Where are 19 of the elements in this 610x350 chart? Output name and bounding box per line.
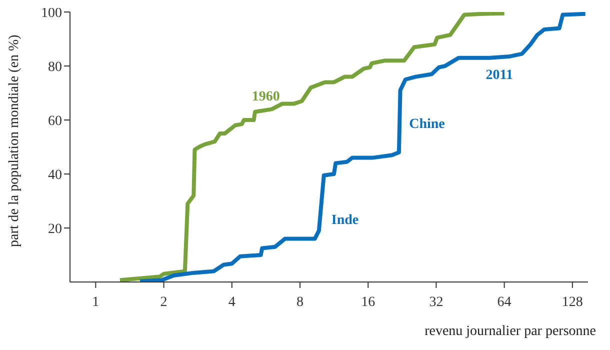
y-axis-title: part de la population mondiale (en %)	[6, 34, 22, 247]
x-tick-label: 64	[497, 294, 512, 310]
y-tick-label: 80	[48, 60, 62, 75]
annotation: Inde	[331, 213, 359, 229]
annotation: Chine	[409, 117, 445, 133]
x-tick-label: 2	[160, 294, 168, 310]
x-axis-title: revenu journalier par personne	[424, 324, 596, 340]
x-tick-label: 32	[429, 294, 444, 310]
series-label: 1960	[252, 89, 280, 104]
series-label: 2011	[486, 68, 514, 84]
y-tick-label: 20	[48, 222, 62, 237]
x-tick-label: 16	[361, 294, 376, 310]
y-tick-label: 60	[48, 114, 62, 129]
x-tick-label: 1	[92, 294, 100, 310]
x-tick-label: 4	[228, 294, 236, 310]
y-tick-label: 100	[41, 6, 62, 21]
y-tick-label: 40	[48, 168, 62, 183]
x-tick-label: 8	[296, 294, 304, 310]
x-tick-label: 128	[562, 294, 583, 310]
